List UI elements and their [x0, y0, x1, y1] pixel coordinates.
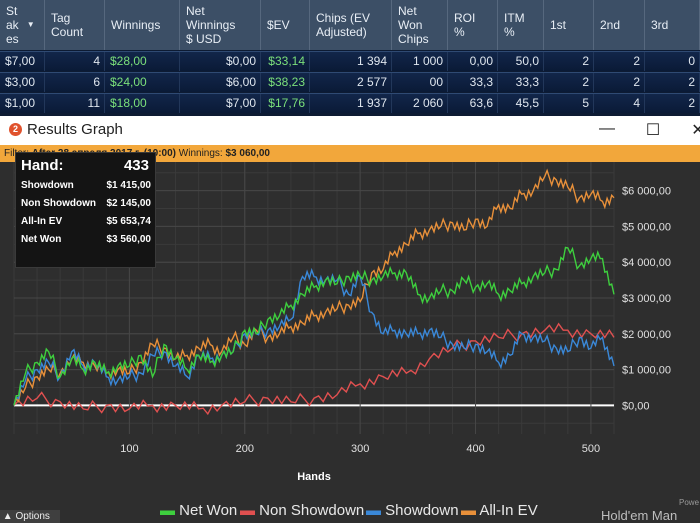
maximize-button[interactable]: ☐	[645, 122, 661, 139]
hover-info-box: Hand: 433 Showdown $1 415,00 Non Showdown…	[15, 152, 156, 268]
table-cell: $7,00	[0, 52, 45, 71]
series-line-net-won	[13, 246, 615, 406]
x-tick-label: 100	[120, 443, 138, 455]
app-icon: 2	[9, 123, 22, 136]
table-cell: 11	[45, 94, 105, 113]
column-header[interactable]: ROI %	[448, 0, 498, 50]
filter-winnings-label: Winnings:	[178, 148, 223, 159]
y-tick-label: $4 000,00	[622, 257, 671, 269]
brand-text: Hold'em Man	[601, 508, 678, 523]
column-header[interactable]: $EV	[261, 0, 310, 50]
column-header[interactable]: St ak es ▼	[0, 0, 45, 50]
y-tick-label: $1 000,00	[622, 365, 671, 377]
x-tick-label: 400	[466, 443, 484, 455]
table-cell: 2	[544, 73, 594, 92]
x-tick-label: 300	[351, 443, 369, 455]
table-cell: 1 937	[310, 94, 392, 113]
table-cell: $3,00	[0, 73, 45, 92]
table-cell: $7,00	[180, 94, 261, 113]
table-cell: 2 060	[392, 94, 448, 113]
table-cell: 4	[45, 52, 105, 71]
column-header[interactable]: Winnings	[105, 0, 180, 50]
series-line-showdown	[13, 267, 615, 406]
table-cell: $17,76	[261, 94, 310, 113]
sort-arrow-icon: ▼	[26, 20, 35, 29]
info-row-allin-ev: All-In EV $5 653,74	[21, 216, 151, 227]
window-titlebar: 2 Results Graph — ☐ ✕	[0, 116, 700, 145]
legend-net-won[interactable]: ▬ Net Won	[160, 502, 238, 519]
table-cell: 45,5	[498, 94, 544, 113]
table-cell: 00	[392, 73, 448, 92]
y-tick-label: $0,00	[622, 400, 650, 412]
y-tick-label: $3 000,00	[622, 293, 671, 305]
table-cell: $0,00	[180, 52, 261, 71]
column-header[interactable]: Chips (EV Adjusted)	[310, 0, 392, 50]
info-row-showdown: Showdown $1 415,00	[21, 180, 151, 191]
filter-winnings-value: $3 060,00	[225, 148, 270, 159]
powered-text: Powe	[679, 498, 700, 507]
table-row[interactable]: $7,00 4 $28,00 $0,00 $33,14 1 394 1 000 0,00 50,…	[0, 51, 700, 71]
column-header[interactable]: ITM %	[498, 0, 544, 50]
table-cell: 2	[594, 73, 645, 92]
table-cell: $6,00	[180, 73, 261, 92]
table-cell: $18,00	[105, 94, 180, 113]
table-cell: $24,00	[105, 73, 180, 92]
table-cell: 2 577	[310, 73, 392, 92]
table-cell: 0,00	[448, 52, 498, 71]
table-cell: 63,6	[448, 94, 498, 113]
table-cell: 1 394	[310, 52, 392, 71]
table-cell: 33,3	[498, 73, 544, 92]
table-cell: $33,14	[261, 52, 310, 71]
y-tick-label: $2 000,00	[622, 329, 671, 341]
stats-table: St ak es ▼ Tag Count Winnings Net Winnings $…	[0, 0, 700, 116]
minimize-button[interactable]: —	[599, 120, 615, 137]
column-header[interactable]: Net Won Chips	[392, 0, 448, 50]
x-axis-label: Hands	[297, 471, 331, 483]
y-tick-label: $5 000,00	[622, 221, 671, 233]
series-line-non-showdown	[13, 322, 615, 416]
table-cell: 6	[45, 73, 105, 92]
table-cell: 5	[544, 94, 594, 113]
series-line-all-in-ev	[13, 168, 615, 406]
table-cell: $28,00	[105, 52, 180, 71]
table-row[interactable]: $1,00 11 $18,00 $7,00 $17,76 1 937 2 060 63,6 45…	[0, 93, 700, 113]
column-header[interactable]: 2nd	[594, 0, 645, 50]
info-row-net-won: Net Won $3 560,00	[21, 234, 151, 245]
info-row-non-showdown: Non Showdown $2 145,00	[21, 198, 151, 209]
table-cell: 33,3	[448, 73, 498, 92]
options-button[interactable]: ▲ Options	[0, 510, 60, 523]
table-cell: 1 000	[392, 52, 448, 71]
column-header[interactable]: 1st	[544, 0, 594, 50]
table-cell: 4	[594, 94, 645, 113]
x-tick-label: 500	[582, 443, 600, 455]
table-cell: $1,00	[0, 94, 45, 113]
table-cell: 50,0	[498, 52, 544, 71]
column-header[interactable]: Tag Count	[45, 0, 105, 50]
close-button[interactable]: ✕	[691, 122, 700, 139]
table-cell: $38,23	[261, 73, 310, 92]
legend-allin-ev[interactable]: ▬ All-In EV	[461, 502, 538, 519]
table-row[interactable]: $3,00 6 $24,00 $6,00 $38,23 2 577 00 33,3 33,3 2 2…	[0, 72, 700, 92]
table-cell: 2	[594, 52, 645, 71]
hand-label: Hand:	[21, 157, 64, 174]
legend-non-showdown[interactable]: ▬ Non Showdown	[240, 502, 365, 519]
table-header: St ak es ▼ Tag Count Winnings Net Winnings $…	[0, 0, 700, 50]
hand-value: 433	[123, 157, 149, 174]
table-cell: 2	[544, 52, 594, 71]
window-title: Results Graph	[27, 121, 123, 138]
column-header[interactable]: Net Winnings $ USD	[180, 0, 261, 50]
y-tick-label: $6 000,00	[622, 186, 671, 198]
x-tick-label: 200	[236, 443, 254, 455]
legend-showdown[interactable]: ▬ Showdown	[366, 502, 459, 519]
